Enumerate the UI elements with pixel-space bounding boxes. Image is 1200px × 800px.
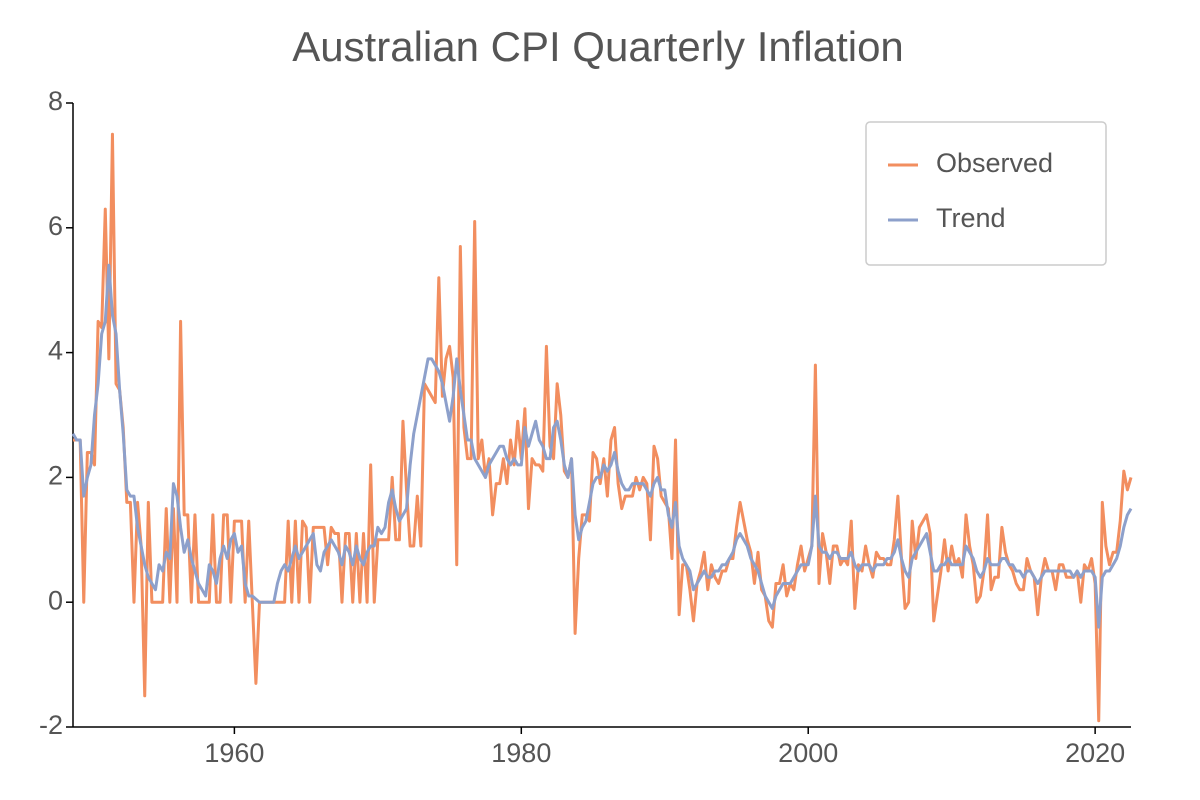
y-tick-label: 4 <box>48 336 63 366</box>
y-tick-label: -2 <box>39 710 63 740</box>
y-tick-label: 6 <box>48 211 63 241</box>
x-tick-label: 2000 <box>778 738 838 768</box>
y-tick-label: 2 <box>48 461 63 491</box>
y-tick-label: 8 <box>48 86 63 116</box>
legend-label: Observed <box>936 148 1053 178</box>
chart-title: Australian CPI Quarterly Inflation <box>292 23 904 70</box>
x-tick-label: 1980 <box>491 738 551 768</box>
legend <box>865 121 1107 266</box>
x-tick-label: 2020 <box>1065 738 1125 768</box>
legend-label: Trend <box>936 203 1006 233</box>
y-tick-label: 0 <box>48 585 63 615</box>
series-line <box>71 263 1133 629</box>
x-tick-label: 1960 <box>204 738 264 768</box>
